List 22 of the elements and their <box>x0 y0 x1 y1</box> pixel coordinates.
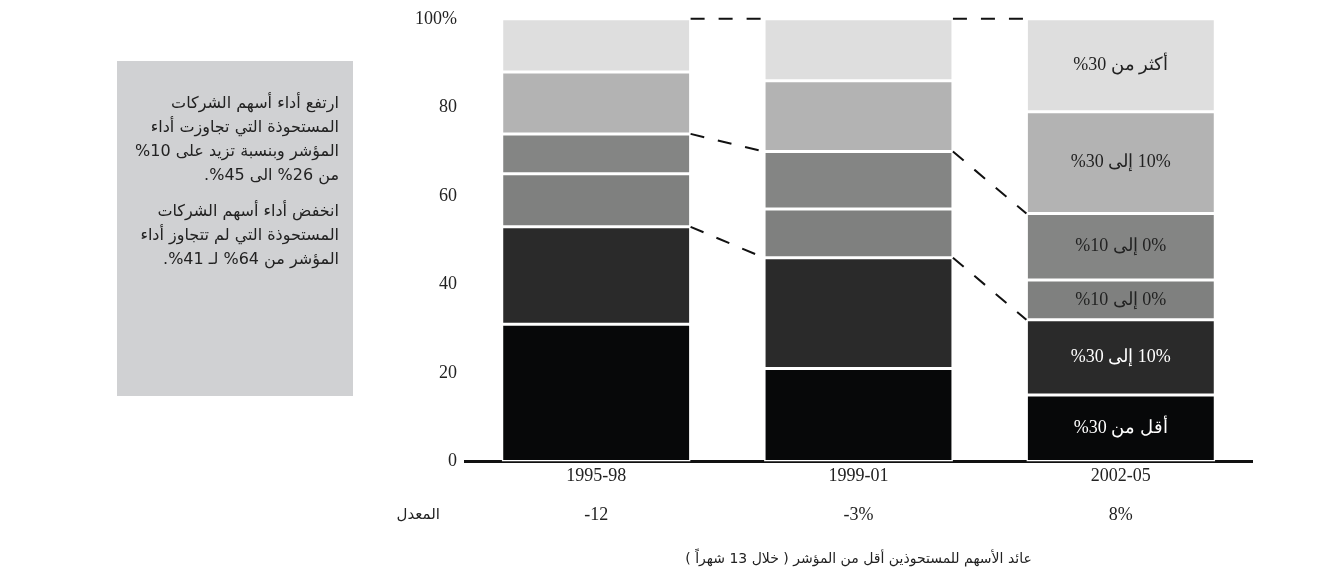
y-tick-label: 40 <box>439 273 457 294</box>
series-label: 10% إلى 30% <box>1070 151 1171 173</box>
y-tick-label: 60 <box>439 184 457 205</box>
x-tick-label: 1999-01 <box>828 464 889 485</box>
series-label: 0% إلى 10% <box>1075 235 1167 257</box>
text: انخفض أداء أسهم الشركات المستحوذة التي لم تتجاوز أداء المؤشر من 64% لـ 41%. <box>139 199 339 271</box>
x-tick-label: 1995-98 <box>566 464 627 485</box>
y-tick-label: 80 <box>439 96 457 117</box>
y-tick-label: 20 <box>439 361 457 382</box>
series-label: أكثر من 30% <box>1073 52 1169 76</box>
series-label: أقل من 30% <box>1073 414 1168 438</box>
series-label: 0% إلى 10% <box>1075 288 1167 310</box>
text: 8% <box>1108 503 1133 524</box>
text: المعدل <box>396 504 440 523</box>
x-axis-title: عائد الأسهم للمستحوذين أقل من المؤشر ( خلال 13 شهراً ) <box>685 547 1032 567</box>
series-label: 10% إلى 30% <box>1070 346 1171 368</box>
text: ارتفع أداء أسهم الشركات المستحوذة التي تجاوزت أداء المؤشر وبنسبة تزيد على 10% من 26% الى 45%. <box>134 91 339 187</box>
y-tick-label: 0 <box>448 450 457 471</box>
x-tick-label: 2002-05 <box>1090 464 1151 485</box>
text: -3% <box>843 503 874 524</box>
text: -12 <box>584 503 609 524</box>
y-tick-label: 100% <box>415 7 457 28</box>
